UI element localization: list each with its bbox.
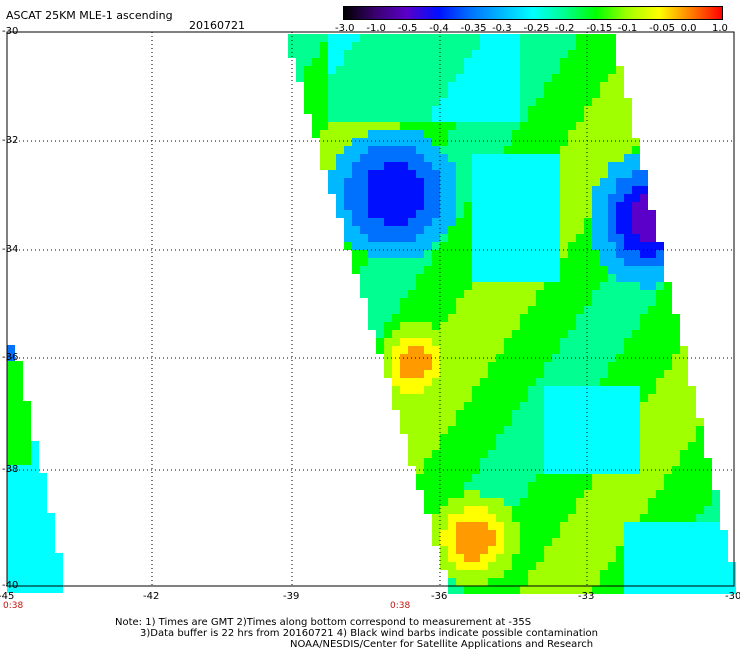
swath-layer: [7, 34, 736, 594]
longitude-label: -33: [578, 591, 595, 602]
colorbar-label: -0.5: [397, 23, 418, 34]
colorbar-label: 0.0: [680, 23, 697, 34]
colorbar-label: -0.1: [617, 23, 638, 34]
longitude-label: -39: [283, 591, 300, 602]
latitude-label: -38: [2, 464, 19, 475]
product-date: 20160721: [189, 19, 245, 32]
colorbar-label: 1.0: [712, 23, 728, 34]
colorbar-label: -0.15: [586, 23, 613, 34]
latitude-label: -36: [2, 352, 19, 363]
colorbar-label: -0.05: [649, 23, 676, 34]
colorbar-label: -0.2: [554, 23, 575, 34]
colorbar-label: -0.3: [492, 23, 512, 34]
time-marker-left: 0:38: [3, 601, 24, 611]
latitude-label: -40: [2, 580, 19, 591]
longitude-label: -42: [143, 591, 160, 602]
latitude-label: -30: [2, 26, 19, 37]
time-marker-right: 0:38: [390, 601, 411, 611]
note-line-2: 3)Data buffer is 22 hrs from 20160721 4)…: [140, 628, 598, 639]
plot-frame: [6, 31, 735, 587]
note-line-3: NOAA/NESDIS/Center for Satellite Applica…: [290, 639, 594, 650]
longitude-label: -36: [431, 591, 448, 602]
latitude-label: -34: [2, 244, 19, 255]
colorbar-label: -0.4: [429, 23, 449, 34]
colorbar-label: -0.35: [460, 23, 487, 34]
longitude-label: -45: [0, 591, 15, 602]
latitude-label: -32: [2, 135, 19, 146]
product-title: ASCAT 25KM MLE-1 ascending: [6, 9, 173, 22]
gridlines: [7, 32, 734, 586]
colorbar-label: -1.0: [366, 23, 386, 34]
longitude-label: -30: [725, 591, 740, 602]
colorbar-label: -0.25: [523, 23, 550, 34]
colorbar: [343, 6, 723, 20]
colorbar-label: -3.0: [335, 23, 355, 34]
note-line-1: Note: 1) Times are GMT 2)Times along bot…: [115, 617, 532, 628]
